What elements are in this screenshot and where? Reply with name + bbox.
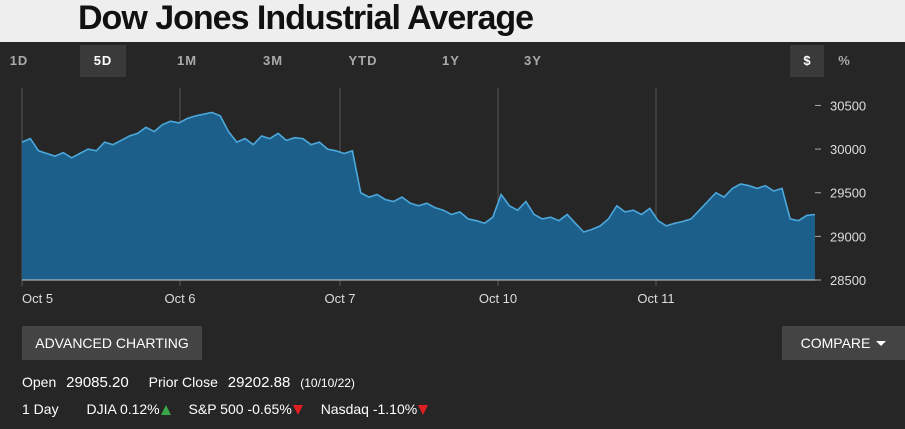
range-1d-button[interactable]: 1D	[9, 53, 29, 68]
x-tick-label-0: Oct 5	[22, 291, 53, 306]
prior-close-label: Prior Close	[148, 374, 218, 390]
up-arrow-icon	[160, 405, 171, 415]
dollar-unit-button[interactable]: $	[790, 45, 824, 77]
nasdaq-label: Nasdaq	[320, 401, 369, 417]
range-3y-button[interactable]: 3Y	[524, 53, 542, 68]
stats-row-1: Open 29085.20 Prior Close 29202.88 (10/1…	[22, 374, 355, 391]
advanced-charting-button[interactable]: ADVANCED CHARTING	[22, 326, 202, 360]
sp500-change: -0.65%	[247, 401, 292, 417]
down-arrow-icon	[292, 405, 303, 415]
stats-row-2: 1 Day DJIA 0.12% S&P 500 -0.65% Nasdaq -…	[22, 401, 429, 417]
x-tick-label-4: Oct 11	[637, 291, 674, 306]
y-tick-label-4: 30500	[830, 98, 866, 113]
y-tick-label-2: 29500	[830, 186, 866, 201]
down-arrow-icon	[418, 405, 429, 415]
page-title: Dow Jones Industrial Average	[78, 0, 534, 37]
compare-label: COMPARE	[800, 335, 871, 351]
x-tick-label-1: Oct 6	[164, 291, 195, 306]
djia-change: 0.12%	[119, 401, 160, 417]
sp500-label: S&P 500	[188, 401, 244, 417]
y-tick-label-0: 28500	[830, 273, 866, 288]
open-value: 29085.20	[66, 374, 129, 391]
prior-close-date: (10/10/22)	[300, 376, 355, 390]
x-tick-label-2: Oct 7	[324, 291, 355, 306]
price-line	[21, 111, 816, 233]
nasdaq-change: -1.10%	[372, 401, 418, 417]
range-1m-button[interactable]: 1M	[176, 53, 198, 68]
compare-button[interactable]: COMPARE	[782, 326, 905, 360]
range-5d-button[interactable]: 5D	[80, 45, 126, 77]
range-3m-button[interactable]: 3M	[262, 53, 284, 68]
y-tick-label-3: 30000	[830, 142, 866, 157]
range-selector: 1D 5D 1M 3M YTD 1Y 3Y $ %	[0, 45, 905, 77]
chevron-down-icon	[876, 341, 887, 346]
x-tick-label-3: Oct 10	[479, 291, 517, 306]
y-tick-label-1: 29000	[830, 229, 866, 244]
percent-unit-button[interactable]: %	[838, 53, 850, 68]
title-bar: Dow Jones Industrial Average	[0, 0, 905, 42]
range-1y-button[interactable]: 1Y	[442, 53, 460, 68]
range-ytd-button[interactable]: YTD	[348, 53, 378, 68]
period-label: 1 Day	[22, 401, 59, 417]
axis-layer: 28500 29000 29500 30000 30500 Oct 5 Oct 6 Oct 7…	[22, 98, 866, 306]
open-label: Open	[22, 374, 57, 390]
prior-close-value: 29202.88	[227, 374, 291, 391]
djia-label: DJIA	[86, 401, 117, 417]
price-chart: 28500 29000 29500 30000 30500 Oct 5 Oct 6 Oct 7…	[21, 88, 866, 306]
price-area	[22, 112, 815, 281]
